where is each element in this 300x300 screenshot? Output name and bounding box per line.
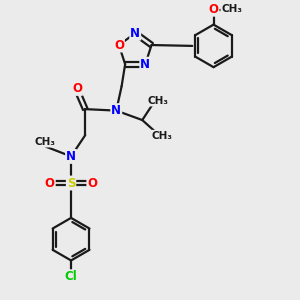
Text: O: O [45,176,55,190]
Text: CH₃: CH₃ [34,136,56,147]
Text: N: N [66,150,76,163]
Text: O: O [87,176,97,190]
Text: S: S [67,176,75,190]
Text: O: O [208,3,218,16]
Text: CH₃: CH₃ [151,131,172,141]
Text: CH₃: CH₃ [148,96,169,106]
Text: N: N [111,104,121,117]
Text: CH₃: CH₃ [221,4,242,14]
Text: O: O [114,38,124,52]
Text: Cl: Cl [65,270,77,283]
Text: O: O [72,82,82,95]
Text: N: N [140,58,150,71]
Text: N: N [130,27,140,40]
